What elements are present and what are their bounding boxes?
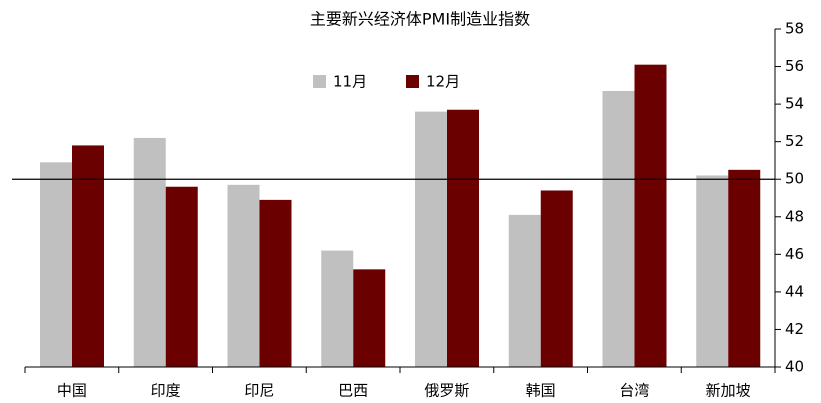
legend-label: 11月 [333, 73, 367, 91]
x-tick-label: 台湾 [619, 382, 649, 400]
y-tick-label: 48 [785, 207, 804, 225]
y-tick-label: 56 [785, 57, 804, 75]
legend-label: 12月 [426, 73, 460, 91]
bar [447, 109, 479, 367]
x-tick-label: 中国 [57, 382, 87, 400]
x-tick-label: 印尼 [244, 382, 274, 400]
bar [259, 199, 292, 367]
x-tick-label: 印度 [151, 382, 181, 400]
y-tick-label: 52 [785, 132, 804, 150]
bar [133, 137, 166, 367]
y-tick-label: 40 [785, 358, 804, 376]
x-tick-label: 韩国 [526, 382, 556, 400]
y-tick-label: 46 [785, 245, 804, 263]
bar [696, 175, 729, 367]
y-tick-label: 42 [785, 320, 804, 338]
legend-swatch [406, 75, 419, 88]
bar [602, 90, 635, 367]
bar [227, 184, 260, 367]
y-tick-label: 44 [785, 282, 804, 300]
y-tick-label: 58 [785, 20, 804, 38]
chart-title: 主要新兴经济体PMI制造业指数 [310, 10, 530, 29]
bar [508, 214, 541, 367]
x-tick-label: 巴西 [338, 382, 368, 400]
y-tick-label: 50 [785, 170, 804, 188]
bar [634, 64, 667, 367]
y-tick-label: 54 [785, 95, 804, 113]
bar [72, 145, 104, 367]
bar [40, 162, 72, 367]
bar [540, 190, 573, 367]
bar [165, 186, 198, 367]
x-tick-label: 俄罗斯 [424, 382, 469, 400]
legend-swatch [313, 75, 326, 88]
bar [321, 250, 354, 367]
bar [353, 269, 386, 367]
bar [728, 169, 761, 367]
bar [415, 111, 447, 367]
x-tick-label: 新加坡 [706, 382, 751, 400]
